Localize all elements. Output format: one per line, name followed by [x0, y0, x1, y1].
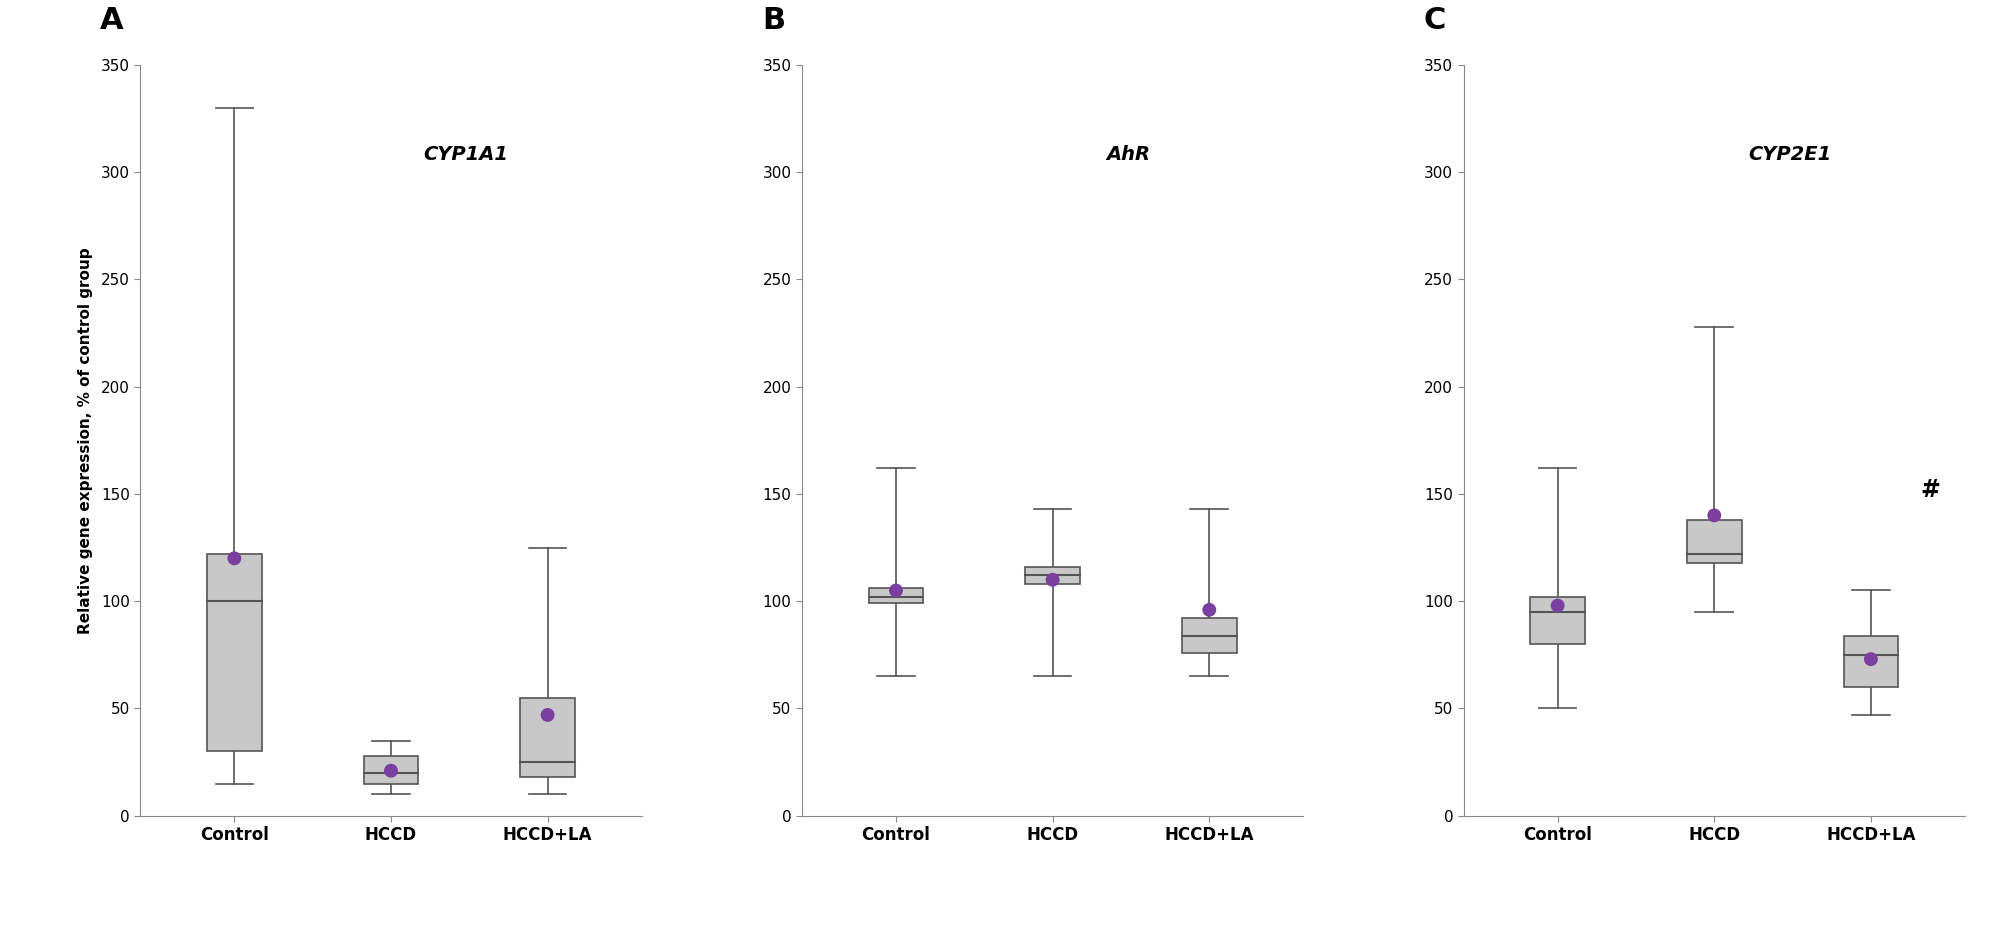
Bar: [363, 756, 419, 783]
Text: A: A: [100, 6, 124, 35]
Point: [880, 583, 912, 598]
Text: C: C: [1424, 6, 1446, 35]
Bar: [868, 589, 924, 603]
Bar: [207, 554, 263, 752]
Text: #: #: [1921, 477, 1941, 502]
Text: CYP1A1: CYP1A1: [423, 146, 509, 164]
Point: [1698, 508, 1730, 523]
Bar: [519, 698, 575, 777]
Point: [1037, 572, 1069, 587]
Text: B: B: [762, 6, 786, 35]
Bar: [1843, 636, 1899, 687]
Point: [219, 551, 251, 565]
Text: CYP2E1: CYP2E1: [1748, 146, 1831, 164]
Bar: [1181, 618, 1237, 653]
Bar: [1530, 597, 1586, 644]
Text: AhR: AhR: [1107, 146, 1149, 164]
Point: [1855, 652, 1887, 667]
Bar: [1686, 520, 1742, 563]
Y-axis label: Relative gene expression, % of control group: Relative gene expression, % of control g…: [78, 247, 92, 634]
Point: [375, 763, 407, 778]
Point: [1542, 598, 1574, 613]
Bar: [1025, 567, 1081, 584]
Point: [1193, 603, 1225, 617]
Point: [531, 707, 563, 722]
